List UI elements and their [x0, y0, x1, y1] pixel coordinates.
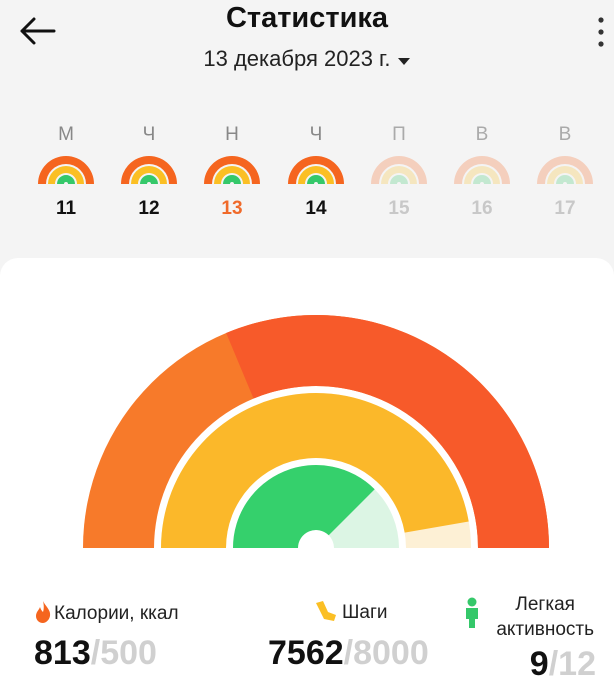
- ring-overflow: [226, 315, 549, 548]
- ring: [464, 166, 500, 184]
- goal: 12: [558, 645, 596, 683]
- separator: /: [343, 634, 354, 672]
- ring: [473, 175, 491, 184]
- day-ring: [371, 156, 427, 184]
- ring: [390, 175, 408, 184]
- menu-button[interactable]: [594, 14, 608, 50]
- separator: /: [90, 634, 101, 672]
- ring: [371, 156, 427, 184]
- title: Статистика: [225, 2, 389, 34]
- ring: [288, 156, 344, 184]
- ring: [204, 156, 260, 184]
- weekday: Ч: [142, 124, 156, 145]
- value: 9: [529, 645, 549, 683]
- stat-value: 9/12: [530, 645, 596, 684]
- calories-icon: [36, 601, 51, 623]
- ring: [381, 166, 417, 184]
- ring: [140, 175, 158, 184]
- back-button[interactable]: [18, 14, 58, 48]
- ring: [38, 156, 94, 184]
- day-ring: [38, 156, 94, 184]
- day-ring: [121, 156, 177, 184]
- value: 7562: [268, 634, 344, 672]
- steps-icon: [316, 601, 336, 621]
- goal: 8000: [353, 634, 429, 672]
- ring: [48, 166, 84, 184]
- label-line: активность: [496, 619, 594, 640]
- stat-value: 7562/8000: [268, 634, 429, 673]
- separator: /: [548, 645, 559, 683]
- day-ring: [204, 156, 260, 184]
- stat-label: Калории, ккал: [54, 603, 179, 624]
- day-number[interactable]: 12: [138, 198, 160, 219]
- day-ring: [537, 156, 593, 184]
- ring: [131, 166, 167, 184]
- weekday: В: [558, 124, 572, 145]
- ring: [121, 156, 177, 184]
- weekday: М: [58, 124, 74, 145]
- value: 813: [34, 634, 91, 672]
- date: 13 декабря 2023 г.: [203, 46, 391, 71]
- ring-progress: [233, 465, 375, 548]
- day-number[interactable]: 16: [471, 198, 493, 219]
- ring: [547, 166, 583, 184]
- stat-label: Шаги: [342, 602, 388, 623]
- day-ring: [454, 156, 510, 184]
- day-ring: [288, 156, 344, 184]
- ring: [57, 175, 75, 184]
- day-number[interactable]: 13: [221, 198, 243, 219]
- ring: [223, 175, 241, 184]
- weekday: Ч: [309, 124, 323, 145]
- stat-value: 813/500: [34, 634, 157, 673]
- goal: 500: [100, 634, 157, 672]
- day-number[interactable]: 15: [388, 198, 410, 219]
- dropdown-icon: [397, 58, 410, 65]
- day-number[interactable]: 14: [305, 198, 327, 219]
- weekday: Н: [225, 124, 239, 145]
- day-number[interactable]: 17: [554, 198, 576, 219]
- day-number[interactable]: 11: [55, 198, 77, 219]
- ring-progress: [161, 393, 469, 548]
- ring: [307, 175, 325, 184]
- week-rings: [38, 156, 593, 184]
- ring: [298, 166, 334, 184]
- ring: [537, 156, 593, 184]
- label-line: Легкая: [515, 594, 575, 615]
- ring: [214, 166, 250, 184]
- ring: [454, 156, 510, 184]
- stat-label: Легкая активность: [496, 592, 594, 642]
- weekday: В: [475, 124, 489, 145]
- activity-icon: [466, 597, 478, 628]
- ring: [556, 175, 574, 184]
- activity-rings: [83, 315, 549, 548]
- date-picker[interactable]: 13 декабря 2023 г.: [0, 46, 614, 72]
- weekday: П: [392, 124, 406, 145]
